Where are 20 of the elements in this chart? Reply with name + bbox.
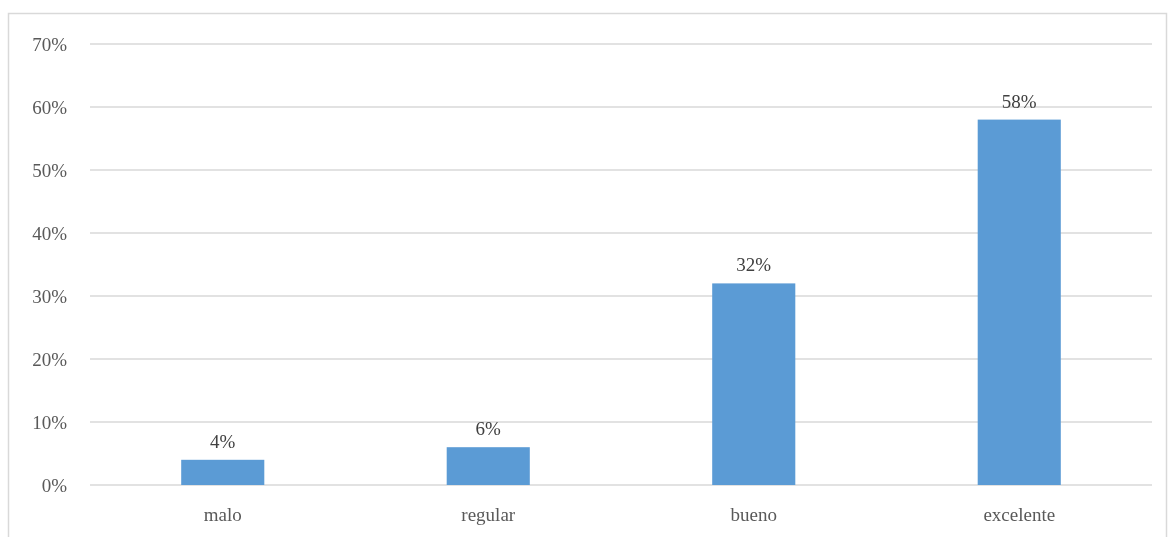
data-label: 4% <box>210 430 236 452</box>
data-label: 6% <box>475 418 502 440</box>
y-tick-label: 50% <box>32 159 68 181</box>
x-tick-label: bueno <box>730 504 777 525</box>
data-label: 32% <box>736 254 772 276</box>
x-tick-label: excelente <box>983 504 1056 525</box>
y-tick-label: 20% <box>32 348 68 370</box>
y-tick-label: 60% <box>32 96 68 118</box>
y-tick-label: 10% <box>32 411 68 433</box>
data-label: 58% <box>1001 90 1037 112</box>
bar <box>977 119 1061 485</box>
y-tick-label: 0% <box>41 474 68 496</box>
y-tick-label: 70% <box>32 33 68 55</box>
y-tick-label: 40% <box>32 222 68 244</box>
y-tick-label: 30% <box>32 285 68 307</box>
bar <box>446 447 530 485</box>
bar <box>712 283 796 485</box>
x-tick-label: regular <box>461 504 516 525</box>
x-tick-label: malo <box>203 504 242 525</box>
bar <box>181 459 265 485</box>
